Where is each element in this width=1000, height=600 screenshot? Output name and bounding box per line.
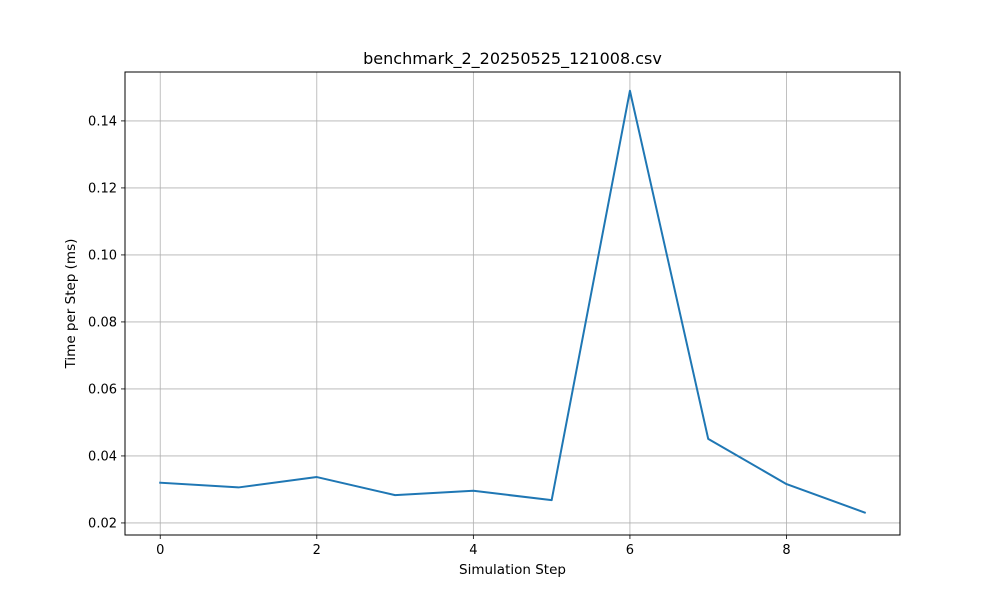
x-tick-label: 8: [782, 543, 790, 558]
y-tick-label: 0.06: [88, 382, 117, 397]
y-tick-label: 0.04: [88, 449, 117, 464]
data-point: [238, 486, 240, 488]
data-point: [707, 438, 709, 440]
x-tick-label: 4: [469, 543, 477, 558]
grid-lines: [125, 72, 900, 535]
chart-title: benchmark_2_20250525_121008.csv: [363, 49, 662, 69]
y-tick-label: 0.12: [88, 181, 117, 196]
data-point: [159, 482, 161, 484]
data-point: [629, 90, 631, 92]
x-tick-label: 6: [626, 543, 634, 558]
data-point: [551, 499, 553, 501]
x-tick-label: 2: [313, 543, 321, 558]
plot-frame: [124, 71, 901, 536]
y-tick-label: 0.10: [88, 248, 117, 263]
data-point: [394, 494, 396, 496]
y-tick-label: 0.02: [88, 516, 117, 531]
data-point: [864, 512, 866, 514]
data-point: [785, 483, 787, 485]
y-tick-label: 0.14: [88, 114, 117, 129]
y-axis-title: Time per Step (ms): [63, 239, 79, 370]
series-layer: [159, 89, 867, 514]
series-line: [159, 89, 867, 514]
x-tick-label: 0: [156, 543, 164, 558]
data-point: [472, 490, 474, 492]
data-point: [316, 476, 318, 478]
y-tick-label: 0.08: [88, 315, 117, 330]
axis-ticks: 0 2 4 6 8 0.02 0.04 0.06 0.08 0.10 0.12 0.14: [88, 114, 791, 558]
x-axis-title: Simulation Step: [459, 562, 566, 578]
